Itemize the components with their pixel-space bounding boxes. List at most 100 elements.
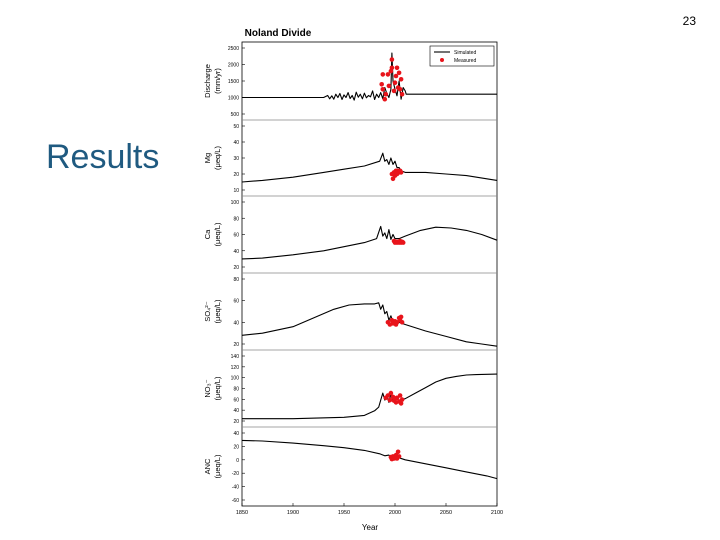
y-tick-label: -40 — [232, 485, 239, 491]
y-tick-label: 30 — [233, 156, 239, 162]
y-tick-label: 0 — [236, 458, 239, 464]
simulated-line — [241, 152, 498, 183]
panel-ca: 100 80 60 40 20 Ca (μeq/L) — [203, 195, 498, 271]
y-tick-label: 100 — [231, 200, 240, 206]
measured-point — [392, 80, 398, 85]
y-tick-label: 20 — [233, 172, 239, 178]
y-tick-label: -20 — [232, 471, 239, 477]
y-tick-label: 80 — [233, 216, 239, 222]
x-axis-title: Year — [362, 523, 379, 532]
y-tick-label: 60 — [233, 397, 239, 403]
measured-point — [383, 91, 389, 97]
plot-frame — [241, 41, 498, 507]
y-tick-label: -60 — [232, 498, 239, 504]
y-tick-label: 40 — [233, 408, 239, 414]
y-tick-label: 50 — [233, 124, 239, 130]
y-tick-label: 80 — [233, 387, 239, 393]
simulated-line — [242, 373, 498, 420]
y-tick-label: 2500 — [228, 46, 239, 52]
y-axis-unit: (μeq/L) — [213, 146, 222, 170]
measured-point — [399, 320, 405, 325]
noland-divide-chart: Noland Divide 2500200015001000500Dischar… — [203, 28, 503, 532]
measured-point — [380, 72, 386, 77]
y-tick-label: 40 — [233, 249, 239, 255]
simulated-line — [241, 302, 498, 347]
y-tick-label: 20 — [233, 265, 239, 271]
measured-point — [398, 314, 404, 320]
measured-point — [394, 65, 400, 71]
panel-so4: 80 60 40 20 SO₄²⁻ (μeq/L) — [203, 272, 498, 348]
y-axis-title: Ca — [203, 229, 212, 239]
y-axis-title: Discharge — [203, 64, 212, 98]
measured-point — [389, 57, 395, 62]
y-axis-unit: (mm/yr) — [213, 68, 222, 94]
measured-point — [396, 70, 402, 76]
measured-point — [379, 82, 384, 87]
y-axis-title: NO₃⁻ — [203, 379, 212, 397]
x-tick-label: 2100 — [491, 510, 503, 516]
panel-anc: 40 20 0 -20 -40 -60 ANC (μeq/L) — [203, 426, 498, 504]
y-tick-label: 40 — [233, 140, 239, 146]
simulated-line — [241, 439, 498, 480]
legend-box — [429, 45, 495, 67]
y-tick-label: 100 — [231, 376, 240, 382]
x-tick-label: 1900 — [287, 510, 299, 516]
measured-point — [398, 170, 404, 175]
y-tick-label: 10 — [233, 188, 239, 194]
measured-point — [398, 401, 404, 406]
measured-point — [397, 87, 403, 92]
y-tick-label: 80 — [233, 277, 239, 283]
y-axis-title: Mg — [203, 153, 212, 163]
legend: Simulated Measured — [429, 45, 495, 67]
y-tick-label: 1500 — [228, 79, 239, 85]
simulated-line — [241, 225, 498, 260]
measured-point — [396, 454, 402, 459]
measured-point — [398, 77, 404, 82]
measured-point — [380, 87, 386, 92]
x-tick-label: 2050 — [440, 510, 452, 516]
legend-label-measured: Measured — [454, 58, 476, 64]
panel-no3: 140 120 100 80 60 40 20 NO₃⁻ (μeq/L) — [203, 349, 498, 425]
legend-marker-swatch — [440, 58, 444, 62]
y-tick-label: 20 — [233, 444, 239, 450]
measured-point — [388, 390, 394, 396]
y-axis-unit: (μeq/L) — [213, 454, 222, 478]
measured-point — [399, 397, 405, 402]
x-tick-label: 1950 — [338, 510, 350, 516]
y-tick-label: 60 — [233, 233, 239, 239]
panel-mg: 50 40 30 20 10 Mg (μeq/L) — [203, 119, 498, 194]
measured-point — [389, 65, 395, 71]
measured-point — [385, 72, 391, 77]
y-axis-unit: (μeq/L) — [213, 299, 222, 323]
x-tick-label: 2000 — [389, 510, 401, 516]
y-tick-label: 2000 — [228, 63, 239, 69]
measured-point — [395, 449, 401, 455]
y-tick-label: 1000 — [228, 96, 239, 102]
y-tick-label: 20 — [233, 342, 239, 348]
y-tick-label: 60 — [233, 299, 239, 305]
measured-point — [397, 393, 403, 398]
legend-label-simulated: Simulated — [454, 50, 476, 56]
measured-point — [393, 73, 399, 79]
y-tick-label: 120 — [231, 365, 240, 371]
x-tick-label: 1850 — [236, 510, 248, 516]
simulated-line — [242, 52, 497, 101]
chart-title: Noland Divide — [245, 28, 312, 39]
y-tick-label: 20 — [233, 419, 239, 425]
y-tick-label: 140 — [231, 354, 240, 360]
measured-point — [386, 83, 392, 89]
measured-point — [400, 240, 406, 245]
measured-point — [382, 96, 388, 102]
y-axis-unit: (μeq/L) — [213, 376, 222, 400]
panel-discharge: 2500 2000 1500 1000 500 Discharge (mm/yr) — [203, 46, 497, 118]
slide-number: 23 — [682, 14, 696, 28]
measured-point — [399, 91, 405, 97]
y-tick-label: 500 — [231, 112, 240, 118]
y-axis-title: SO₄²⁻ — [203, 301, 212, 321]
y-tick-label: 40 — [233, 431, 239, 437]
slide-title: Results — [46, 138, 160, 176]
y-tick-label: 40 — [233, 320, 239, 326]
measured-point — [387, 397, 393, 403]
measured-point — [391, 88, 397, 94]
